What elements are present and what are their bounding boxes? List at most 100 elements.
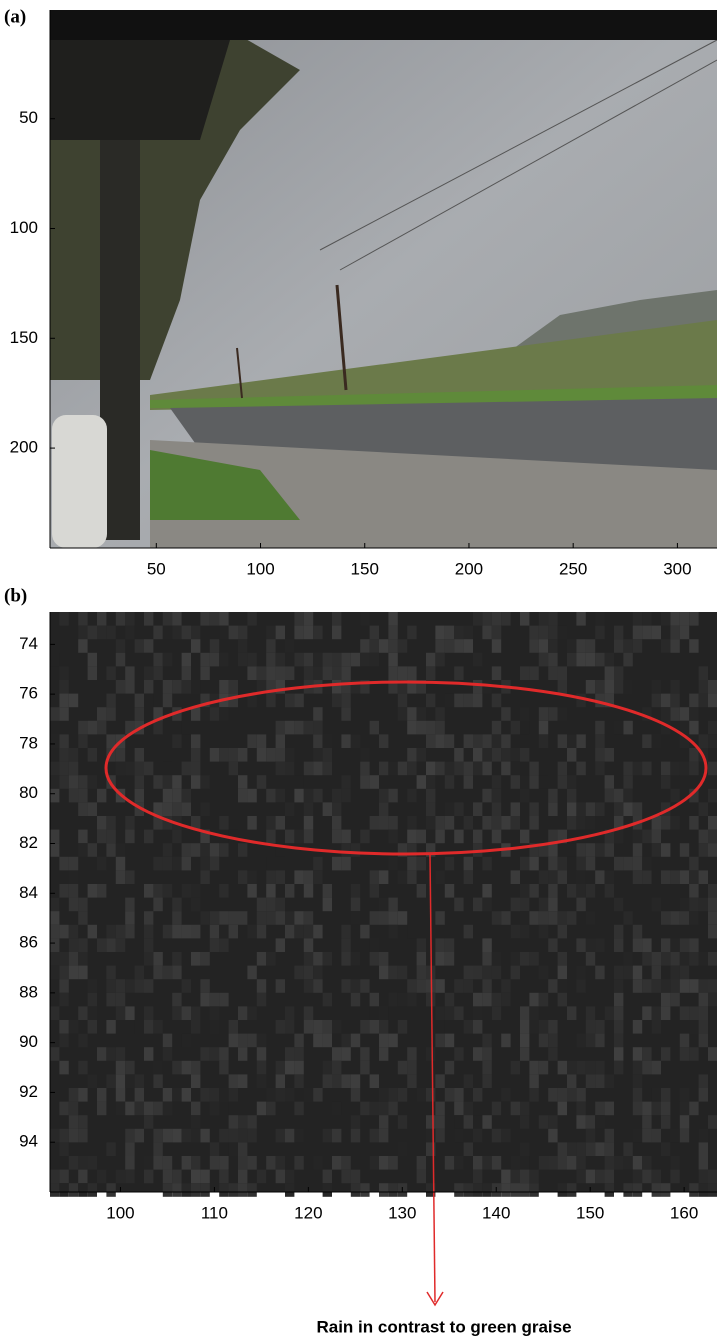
noise-pixel bbox=[125, 1142, 134, 1156]
noise-pixel bbox=[473, 1047, 482, 1061]
noise-pixel bbox=[661, 952, 670, 966]
noise-pixel bbox=[266, 1102, 275, 1116]
panel-label: (b) bbox=[4, 585, 27, 606]
noise-pixel bbox=[247, 1006, 256, 1020]
noise-pixel bbox=[539, 707, 548, 721]
noise-pixel bbox=[576, 653, 585, 667]
noise-pixel bbox=[539, 626, 548, 640]
noise-pixel bbox=[219, 816, 228, 830]
noise-pixel bbox=[172, 966, 181, 980]
noise-pixel bbox=[116, 1102, 125, 1116]
noise-pixel bbox=[379, 1047, 388, 1061]
noise-pixel bbox=[548, 1020, 557, 1034]
noise-pixel bbox=[605, 789, 614, 803]
noise-pixel bbox=[576, 816, 585, 830]
noise-pixel bbox=[388, 653, 397, 667]
noise-pixel bbox=[473, 748, 482, 762]
noise-pixel bbox=[257, 1061, 266, 1075]
noise-pixel bbox=[313, 789, 322, 803]
noise-pixel bbox=[294, 966, 303, 980]
noise-pixel bbox=[689, 639, 698, 653]
noise-pixel bbox=[520, 707, 529, 721]
noise-pixel bbox=[379, 1115, 388, 1129]
noise-pixel bbox=[78, 843, 87, 857]
noise-pixel bbox=[360, 1102, 369, 1116]
noise-pixel bbox=[163, 762, 172, 776]
noise-pixel bbox=[276, 816, 285, 830]
noise-pixel bbox=[482, 1156, 491, 1170]
noise-pixel bbox=[266, 694, 275, 708]
noise-pixel bbox=[417, 966, 426, 980]
noise-pixel bbox=[586, 884, 595, 898]
noise-pixel bbox=[699, 1156, 708, 1170]
noise-pixel bbox=[88, 666, 97, 680]
noise-pixel bbox=[548, 884, 557, 898]
noise-pixel bbox=[680, 707, 689, 721]
noise-pixel bbox=[548, 911, 557, 925]
noise-pixel bbox=[689, 748, 698, 762]
noise-pixel bbox=[210, 1156, 219, 1170]
noise-pixel bbox=[426, 653, 435, 667]
noise-pixel bbox=[50, 1129, 59, 1143]
noise-pixel bbox=[482, 816, 491, 830]
noise-pixel bbox=[229, 1020, 238, 1034]
noise-pixel bbox=[116, 680, 125, 694]
noise-pixel bbox=[388, 911, 397, 925]
noise-pixel bbox=[266, 1088, 275, 1102]
noise-pixel bbox=[586, 857, 595, 871]
noise-pixel bbox=[661, 1006, 670, 1020]
noise-pixel bbox=[567, 1061, 576, 1075]
noise-pixel bbox=[689, 612, 698, 626]
x-tick-label: 140 bbox=[482, 1203, 510, 1222]
noise-pixel bbox=[97, 1047, 106, 1061]
noise-pixel bbox=[708, 680, 717, 694]
noise-pixel bbox=[210, 1088, 219, 1102]
noise-pixel bbox=[69, 1183, 78, 1197]
noise-pixel bbox=[567, 843, 576, 857]
noise-pixel bbox=[511, 721, 520, 735]
noise-pixel bbox=[407, 830, 416, 844]
noise-pixel bbox=[370, 911, 379, 925]
noise-pixel bbox=[219, 653, 228, 667]
noise-pixel bbox=[529, 911, 538, 925]
noise-pixel bbox=[219, 925, 228, 939]
noise-pixel bbox=[219, 1088, 228, 1102]
noise-pixel bbox=[219, 1061, 228, 1075]
noise-pixel bbox=[69, 857, 78, 871]
x-tick-label: 160 bbox=[670, 1203, 698, 1222]
noise-pixel bbox=[313, 1020, 322, 1034]
noise-pixel bbox=[492, 1102, 501, 1116]
noise-pixel bbox=[689, 762, 698, 776]
noise-pixel bbox=[163, 775, 172, 789]
noise-pixel bbox=[370, 938, 379, 952]
noise-pixel bbox=[595, 843, 604, 857]
noise-pixel bbox=[247, 789, 256, 803]
noise-pixel bbox=[586, 802, 595, 816]
noise-pixel bbox=[492, 952, 501, 966]
noise-pixel bbox=[435, 639, 444, 653]
noise-pixel bbox=[689, 898, 698, 912]
noise-pixel bbox=[539, 1020, 548, 1034]
noise-pixel bbox=[304, 938, 313, 952]
noise-pixel bbox=[417, 1088, 426, 1102]
noise-pixel bbox=[398, 993, 407, 1007]
noise-pixel bbox=[492, 666, 501, 680]
noise-pixel bbox=[520, 1102, 529, 1116]
noise-pixel bbox=[266, 748, 275, 762]
noise-pixel bbox=[539, 1156, 548, 1170]
noise-pixel bbox=[341, 857, 350, 871]
noise-pixel bbox=[642, 1047, 651, 1061]
noise-pixel bbox=[97, 1102, 106, 1116]
noise-pixel bbox=[661, 612, 670, 626]
noise-pixel bbox=[398, 639, 407, 653]
noise-pixel bbox=[266, 789, 275, 803]
noise-pixel bbox=[576, 1061, 585, 1075]
noise-pixel bbox=[407, 721, 416, 735]
noise-pixel bbox=[454, 1047, 463, 1061]
noise-pixel bbox=[332, 1156, 341, 1170]
noise-pixel bbox=[276, 1061, 285, 1075]
noise-pixel bbox=[59, 612, 68, 626]
noise-pixel bbox=[614, 1020, 623, 1034]
noise-pixel bbox=[78, 1034, 87, 1048]
noise-pixel bbox=[163, 680, 172, 694]
